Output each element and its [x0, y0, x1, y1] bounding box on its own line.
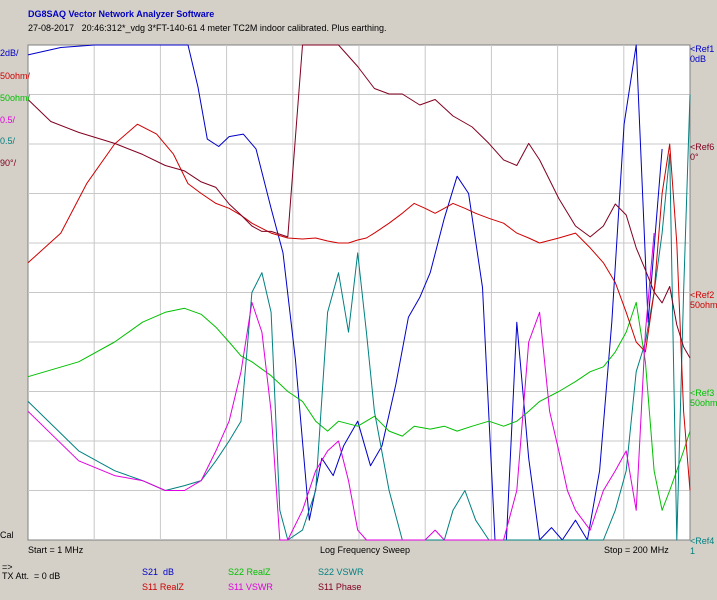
ref-marker-value: 50ohm: [690, 300, 717, 310]
cal-label: Cal: [0, 530, 14, 540]
title-bar: DG8SAQ Vector Network Analyzer Software …: [0, 0, 717, 40]
scale-label-4: 0.5/: [0, 136, 16, 146]
start-frequency: Start = 1 MHz: [28, 545, 84, 555]
legend-s22-vswr[interactable]: S22 VSWR: [318, 567, 364, 577]
ref-marker-2: <Ref2 50ohm: [690, 290, 717, 310]
ref-marker-value: 1: [690, 546, 696, 556]
ref-marker-value: 50ohm: [690, 398, 717, 408]
ref-marker-name: <Ref6: [690, 142, 715, 152]
app-title: DG8SAQ Vector Network Analyzer Software: [28, 9, 215, 19]
scale-label-5: 90°/: [0, 158, 17, 168]
scale-label-1: 50ohm/: [0, 71, 31, 81]
ref-marker-name: <Ref3: [690, 388, 715, 398]
series-line-s11-realz: [27, 123, 691, 491]
legend-s11-vswr[interactable]: S11 VSWR: [228, 582, 273, 592]
legend-s21-db[interactable]: S21 dB: [142, 567, 175, 577]
legend-s22-realz[interactable]: S22 RealZ: [228, 567, 271, 577]
ref-marker-value: 0°: [690, 152, 699, 162]
ref-marker-name: <Ref4: [690, 536, 715, 546]
scale-label-3: 0.5/: [0, 115, 16, 125]
measurement-description: 2*_vdg 3*FT-140-61 4 meter TC2M indoor c…: [117, 23, 387, 33]
ref-marker-0: <Ref1 0dB: [690, 44, 714, 64]
scale-label-2: 50ohm/: [0, 93, 31, 103]
ref-marker-name: <Ref1: [690, 44, 715, 54]
stop-frequency: Stop = 200 MHz: [604, 545, 669, 555]
tx-attenuation: TX Att. = 0 dB: [2, 571, 61, 581]
series-line-s21-db: [27, 44, 663, 541]
legend-s11-realz[interactable]: S11 RealZ: [142, 582, 184, 592]
arrow-indicator: =>: [2, 562, 13, 572]
ref-marker-3: <Ref3 50ohm: [690, 388, 717, 408]
series-line-s11-vswr: [27, 233, 655, 541]
series-line-s22-realz: [27, 301, 691, 511]
measurement-time: 20:46:31: [81, 23, 117, 33]
scale-label-0: 2dB/: [0, 48, 19, 58]
ref-marker-4: <Ref4 1: [690, 536, 714, 556]
sweep-type: Log Frequency Sweep: [320, 545, 411, 555]
measurement-date-text: 27-08-2017: [28, 23, 75, 33]
ref-marker-name: <Ref2: [690, 290, 715, 300]
series-line-s11-phase: [27, 44, 691, 359]
measurement-date: 27-08-2017 20:46:31: [28, 23, 117, 33]
ref-marker-value: 0dB: [690, 54, 707, 64]
legend-s11-phase[interactable]: S11 Phase: [318, 582, 362, 592]
ref-marker-1: <Ref6 0°: [690, 142, 714, 162]
